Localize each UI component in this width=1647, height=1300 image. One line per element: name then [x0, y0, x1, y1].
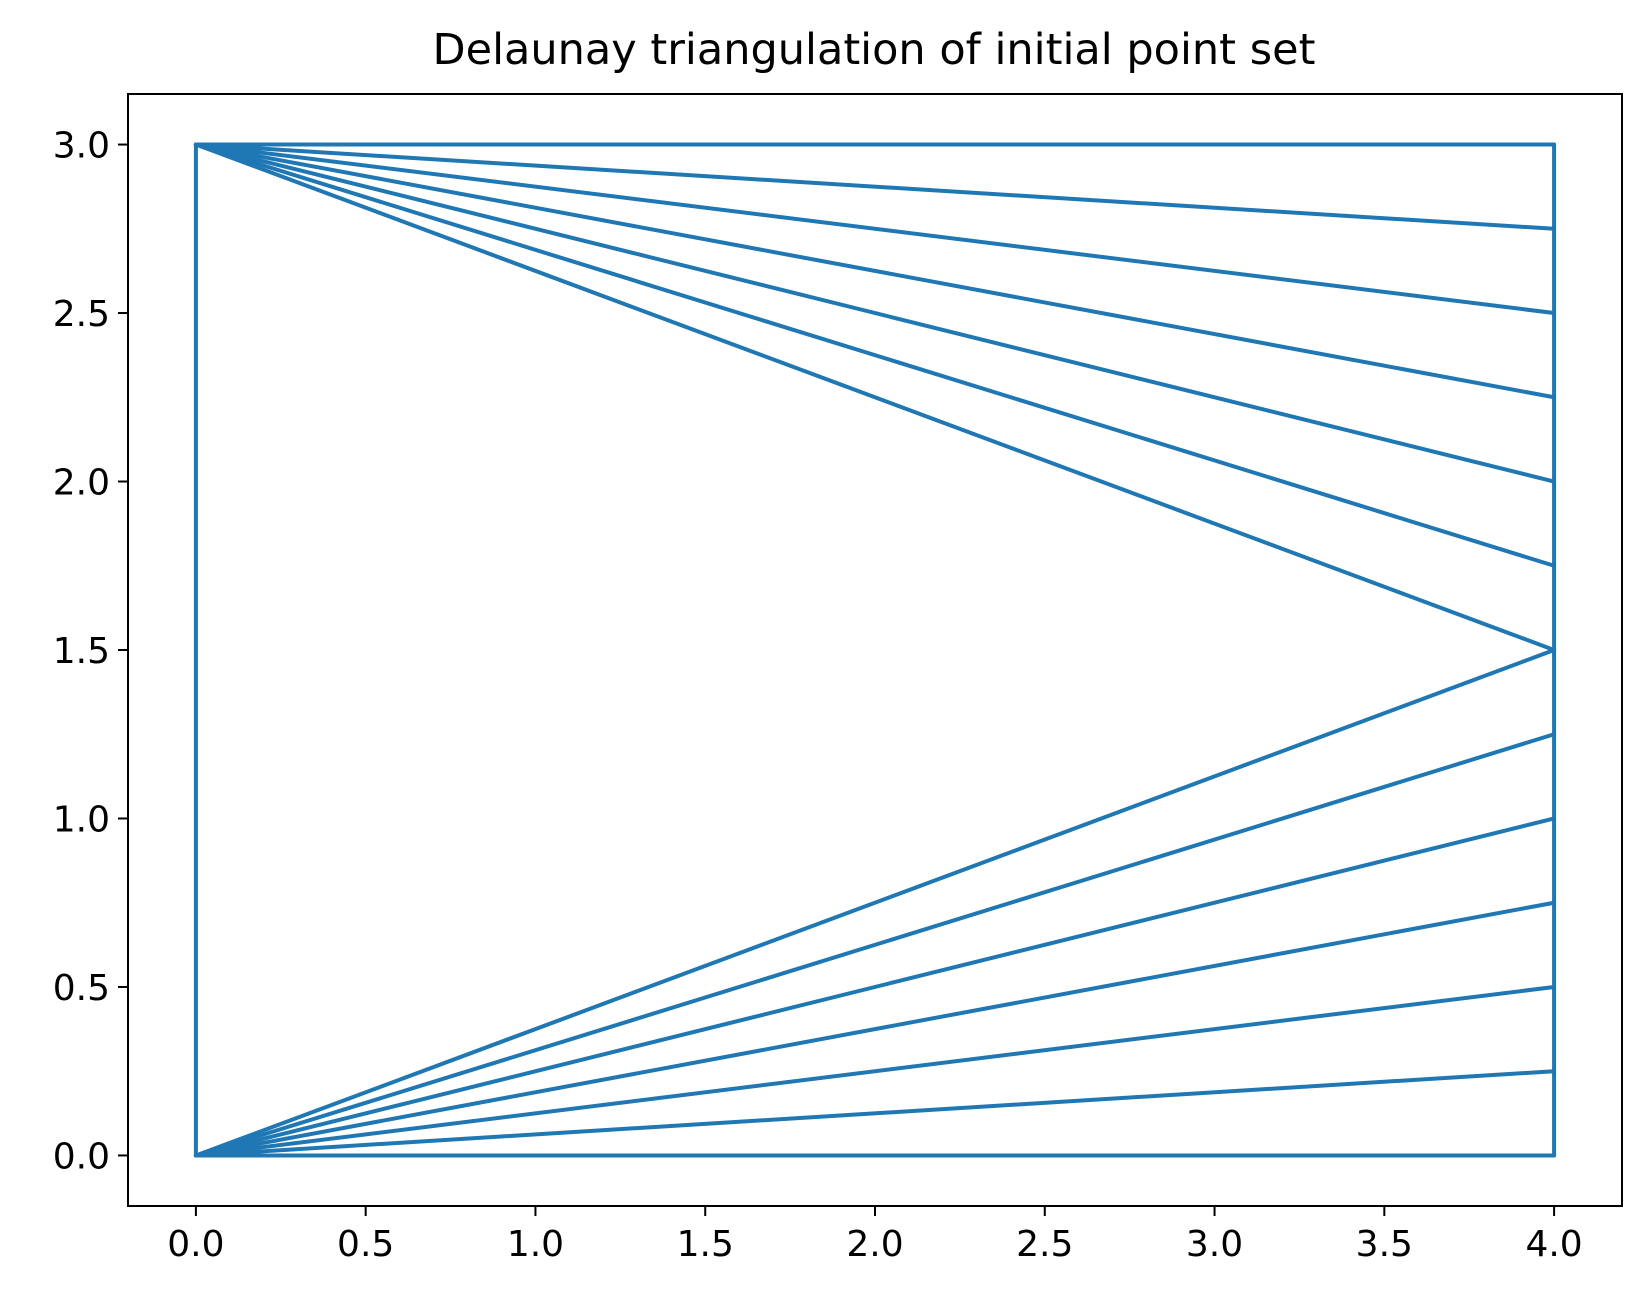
- x-tick-label: 3.5: [1356, 1224, 1413, 1265]
- triangulation-edge: [193, 142, 1557, 231]
- triangulation-edge: [193, 984, 1557, 1158]
- y-tick-label: 2.0: [53, 463, 110, 504]
- chart-title: Delaunay triangulation of initial point …: [433, 25, 1316, 75]
- triangulation-edge: [193, 142, 1557, 400]
- triangulation-edges: [193, 142, 1557, 1158]
- x-tick-label: 1.0: [507, 1224, 564, 1265]
- y-tick-label: 0.5: [53, 968, 110, 1009]
- triangulation-edge: [193, 816, 1557, 1158]
- y-tick-label: 3.0: [53, 126, 110, 167]
- x-tick-label: 3.0: [1186, 1224, 1243, 1265]
- triangulation-edge: [193, 142, 1557, 484]
- x-tick-label: 2.5: [1016, 1224, 1073, 1265]
- y-tick-label: 1.5: [53, 631, 110, 672]
- triangulation-edge: [193, 142, 1557, 568]
- x-tick-label: 4.0: [1525, 1224, 1582, 1265]
- x-tick-label: 0.0: [167, 1224, 224, 1265]
- y-axis: 0.0 0.5 1.0 1.5 2.0 2.5 3.0: [53, 126, 128, 1177]
- triangulation-edge: [193, 142, 1557, 652]
- x-tick-label: 1.5: [677, 1224, 734, 1265]
- triangulation-edge: [193, 648, 1557, 1158]
- y-tick-label: 0.0: [53, 1136, 110, 1177]
- triangulation-edge: [193, 900, 1557, 1158]
- x-tick-label: 0.5: [337, 1224, 394, 1265]
- x-axis: 0.0 0.5 1.0 1.5 2.0 2.5 3.0 3.5 4.0: [167, 1206, 1583, 1265]
- y-tick-label: 2.5: [53, 294, 110, 335]
- triangulation-edge: [193, 732, 1557, 1158]
- y-tick-label: 1.0: [53, 799, 110, 840]
- x-tick-label: 2.0: [846, 1224, 903, 1265]
- triangulation-edge: [193, 142, 1557, 316]
- triangulation-edge: [193, 1069, 1557, 1158]
